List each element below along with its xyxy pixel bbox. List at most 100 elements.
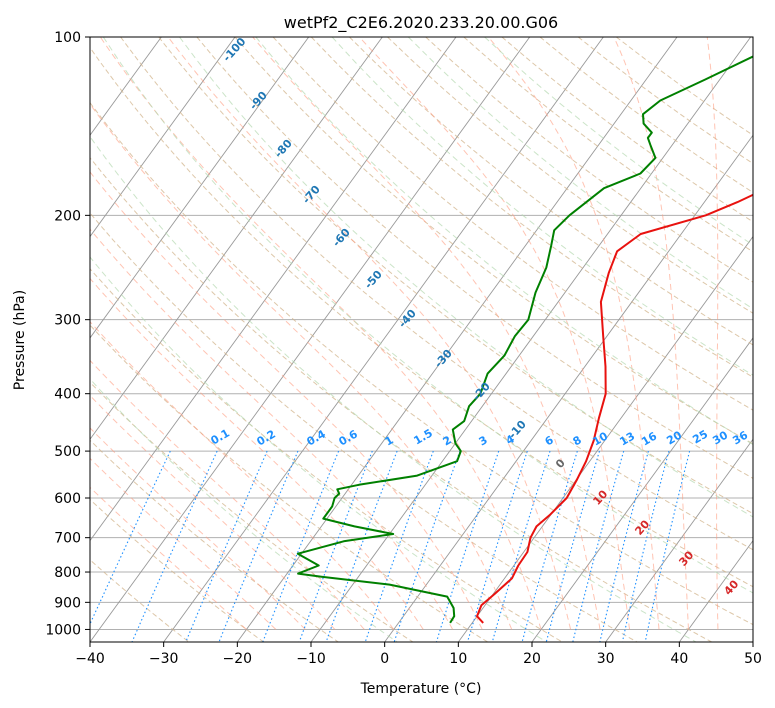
isotherm-line	[752, 641, 753, 642]
isentrope-line	[255, 37, 753, 446]
mixing-ratio-line	[599, 450, 649, 642]
isotherm-line	[90, 37, 383, 441]
dry-adiabat-line	[158, 37, 753, 515]
mixing-ratio-line	[521, 450, 578, 642]
mixing-ratio-line	[90, 450, 171, 626]
temperature-line	[476, 193, 753, 624]
mixing-ratio-label: 20	[664, 428, 684, 447]
dry-adiabat-line	[90, 156, 712, 642]
y-tick-label: 300	[54, 313, 81, 329]
y-axis: 100 200 300 400 500 600 700 800 900 1000	[45, 30, 90, 638]
mixing-ratio-line	[131, 450, 218, 642]
moist-adiabat-line	[90, 321, 395, 630]
moist-adiabat-line	[706, 37, 719, 630]
isotherm-line	[457, 235, 753, 642]
dry-adiabat-line	[90, 46, 753, 588]
isotherm-line	[90, 37, 310, 339]
moist-adiabat-line	[358, 37, 630, 630]
dry-adiabat-line	[272, 37, 753, 411]
x-tick-label: 50	[744, 651, 762, 667]
mixing-ratio-line	[364, 450, 434, 642]
x-tick-label: 30	[597, 651, 615, 667]
isotherm-line	[163, 37, 604, 642]
dry-adiabat-line	[539, 37, 753, 194]
potential-temp-label: -100	[220, 35, 248, 64]
x-tick-label: 0	[380, 651, 389, 667]
x-tick-label: −10	[296, 651, 326, 667]
dry-adiabat-line	[90, 559, 190, 642]
potential-temp-label: -80	[272, 137, 295, 161]
mixing-ratio-label: 3	[477, 433, 490, 448]
mixing-ratio-line	[298, 450, 373, 642]
mixing-ratio-line	[325, 450, 398, 642]
isotherm-line	[90, 37, 531, 642]
mixing-ratio-line	[491, 450, 551, 642]
y-tick-label: 200	[54, 208, 81, 224]
moist-adiabat-line	[167, 37, 572, 630]
moist-adiabat-label: 10	[590, 487, 610, 507]
mixing-ratio-line	[466, 450, 528, 642]
isentrope-line	[179, 37, 753, 518]
potential-temp-label: -20	[470, 380, 493, 404]
dry-adiabat-line	[90, 381, 414, 642]
mixing-ratio-line	[218, 450, 299, 642]
isotherm-line	[384, 134, 753, 642]
mixing-ratio-label: 0.6	[337, 427, 361, 448]
dry-adiabat-line	[234, 37, 753, 445]
dry-adiabat-line	[120, 37, 753, 551]
dry-adiabat-line	[501, 37, 753, 223]
moist-adiabat-line	[90, 228, 454, 630]
background-grid	[90, 37, 753, 642]
isentrope-line	[331, 37, 753, 376]
mixing-ratio-label: 8	[571, 433, 584, 448]
mixing-ratio-label: 0.4	[305, 427, 329, 448]
x-tick-label: 10	[449, 651, 467, 667]
mixing-ratio-line	[185, 450, 268, 642]
chart-title: wetPf2_C2E6.2020.233.20.00.G06	[284, 13, 558, 33]
moist-adiabat-line	[90, 394, 336, 630]
mixing-ratio-label: 25	[690, 428, 710, 447]
isentrope-line	[90, 135, 697, 642]
x-tick-label: 40	[670, 651, 688, 667]
x-tick-label: 20	[523, 651, 541, 667]
dry-adiabat-line	[463, 37, 753, 253]
moist-adiabat-line	[90, 457, 277, 630]
mixing-ratio-line	[644, 450, 691, 642]
moist-adiabat-label: 30	[676, 548, 696, 568]
potential-temp-label: -40	[396, 307, 419, 331]
potential-temp-label: -70	[300, 183, 323, 207]
profile-curves	[296, 55, 753, 624]
mixing-ratio-label: 6	[543, 433, 556, 448]
mixing-ratio-label: 10	[590, 429, 610, 448]
mixing-ratio-label: 0.1	[209, 426, 232, 447]
x-axis-label: Temperature (°C)	[360, 681, 482, 697]
dry-adiabat-line	[90, 268, 563, 642]
y-tick-label: 700	[54, 531, 81, 547]
potential-temp-label: -90	[247, 89, 270, 113]
potential-temp-label: -50	[362, 268, 385, 292]
x-tick-label: −40	[75, 651, 105, 667]
moist-adiabat-line	[90, 171, 483, 630]
isentrope-line	[90, 256, 547, 642]
isentrope-line	[90, 378, 398, 642]
moist-adiabat-line	[252, 37, 601, 630]
y-tick-label: 100	[54, 30, 81, 46]
mixing-ratio-label: 36	[730, 428, 750, 447]
dry-adiabat-line	[310, 37, 753, 378]
moist-adiabat-line	[613, 37, 689, 630]
isotherm-line	[90, 37, 236, 238]
x-tick-label: −20	[223, 651, 253, 667]
mixing-ratio-line	[435, 450, 500, 642]
y-tick-label: 500	[54, 444, 81, 460]
plot-frame	[89, 36, 754, 643]
mixing-ratio-line	[572, 450, 625, 642]
moist-adiabat-line	[90, 277, 424, 630]
x-tick-label: −30	[149, 651, 179, 667]
potential-temp-label: -60	[330, 226, 353, 250]
dry-adiabat-line	[425, 37, 753, 283]
moist-adiabat-line	[90, 103, 513, 630]
x-axis: −40 −30 −20 −10 0 10 20 30 40 50	[75, 642, 762, 667]
mixing-ratio-line	[545, 450, 601, 642]
isotherm-line	[90, 37, 457, 542]
